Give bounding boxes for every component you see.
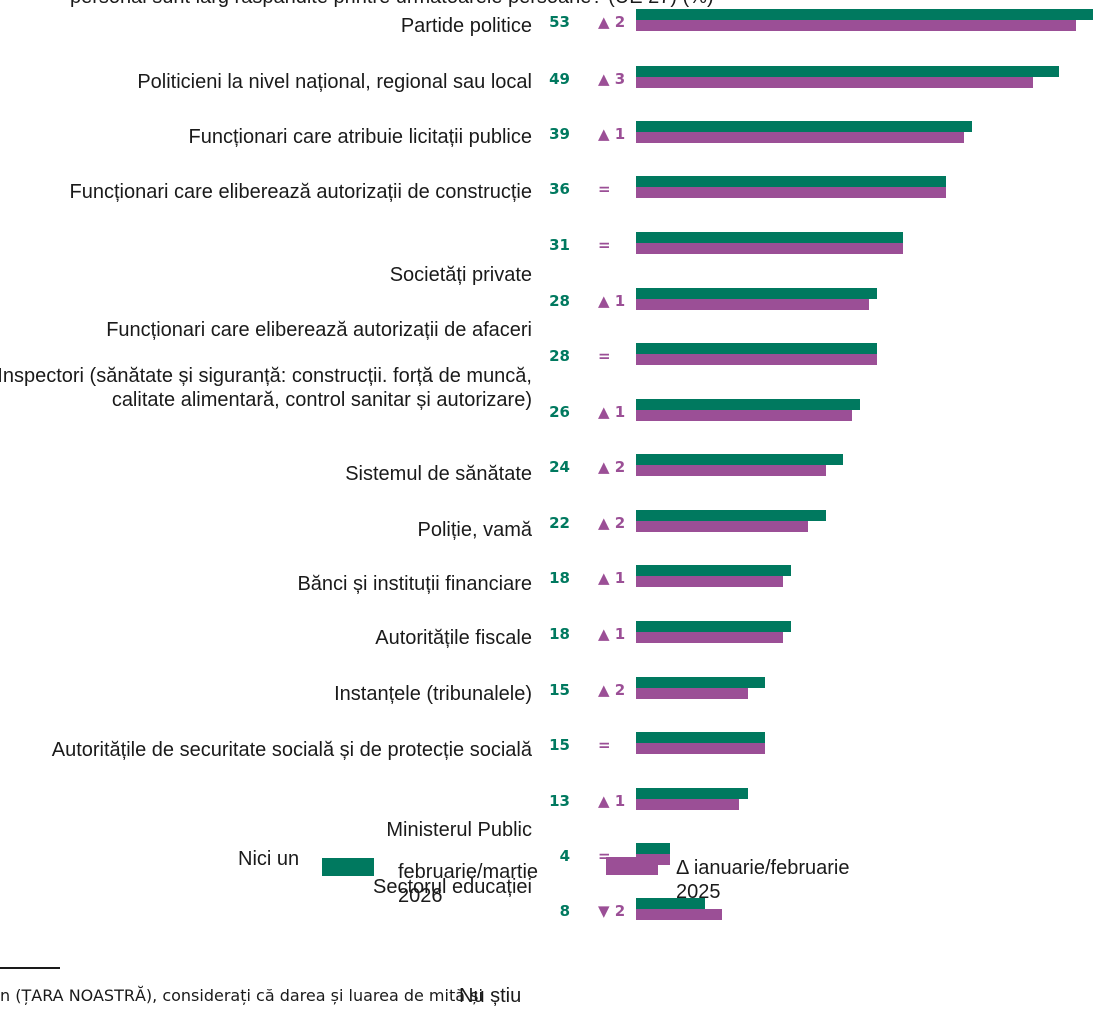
delta-label-2: ▲ 1 (598, 125, 626, 143)
legend-label-2026: februarie/martie 2026 (398, 861, 539, 907)
delta-label-0: ▲ 2 (598, 13, 626, 31)
category-label-11: Instanțele (tribunalele) (334, 683, 532, 705)
legend-swatch-2026 (322, 858, 374, 876)
bar-2026-1 (636, 66, 1059, 77)
delta-label-1: ▲ 3 (598, 70, 626, 88)
bar-2026-10 (636, 565, 792, 576)
bar-2025-1 (636, 77, 1033, 88)
bar-2026-15 (636, 843, 671, 854)
bar-2025-2 (636, 132, 964, 143)
delta-label-9: ▲ 2 (598, 514, 626, 532)
delta-label-16: ▼ 2 (598, 902, 626, 920)
value-label-15: 4 (559, 847, 570, 865)
value-label-6: 28 (549, 347, 570, 365)
value-label-8: 24 (549, 458, 570, 476)
value-label-3: 36 (549, 180, 570, 198)
value-label-12: 15 (549, 681, 570, 699)
bar-2026-13 (636, 732, 766, 743)
value-label-16: 8 (559, 902, 570, 920)
category-label-10: Autoritățile fiscale (375, 627, 532, 649)
bar-2026-7 (636, 399, 861, 410)
category-label-3: Funcționari care eliberează autorizații … (69, 181, 532, 203)
bar-2026-2 (636, 121, 973, 132)
value-label-2: 39 (549, 125, 570, 143)
category-label-4: Societăți private (389, 264, 532, 286)
bar-2026-0 (636, 9, 1093, 20)
category-label-1: Politicieni la nivel național, regional … (137, 71, 532, 93)
delta-label-12: ▲ 2 (598, 681, 626, 699)
category-label-2: Funcționari care atribuie licitații publ… (188, 126, 533, 148)
bar-2025-4 (636, 243, 904, 254)
category-label-5: Funcționari care eliberează autorizații … (106, 319, 532, 341)
delta-label-7: ▲ 1 (598, 403, 626, 421)
bar-2026-5 (636, 288, 878, 299)
legend-extra-none: Nici un (238, 848, 300, 870)
bar-2025-16 (636, 909, 723, 920)
bar-2026-6 (636, 343, 878, 354)
bar-2026-11 (636, 621, 792, 632)
bar-2025-13 (636, 743, 766, 754)
value-label-5: 28 (549, 292, 570, 310)
delta-label-10: ▲ 1 (598, 569, 626, 587)
category-label-13: Ministerul Public (386, 819, 532, 841)
chart-title: personal sunt larg răspândite printre ur… (70, 0, 1070, 9)
delta-label-8: ▲ 2 (598, 458, 626, 476)
delta-label-11: ▲ 1 (598, 625, 626, 643)
bar-2025-9 (636, 521, 809, 532)
value-label-9: 22 (549, 514, 570, 532)
category-label-9: Bănci și instituții financiare (297, 573, 532, 595)
legend-swatch-2025 (606, 857, 658, 875)
category-label-6: Inspectori (sănătate și siguranță: const… (0, 365, 532, 411)
value-label-10: 18 (549, 569, 570, 587)
delta-label-14: ▲ 1 (598, 792, 626, 810)
bar-2026-16 (636, 898, 705, 909)
footnote-rule (0, 967, 60, 969)
value-label-1: 49 (549, 70, 570, 88)
delta-label-6: = (598, 347, 611, 365)
bar-2026-3 (636, 176, 947, 187)
delta-label-4: = (598, 236, 611, 254)
bar-2026-4 (636, 232, 904, 243)
bar-2025-5 (636, 299, 869, 310)
value-label-11: 18 (549, 625, 570, 643)
bar-2025-12 (636, 688, 749, 699)
value-label-4: 31 (549, 236, 570, 254)
bar-2026-9 (636, 510, 826, 521)
legend-extra-dont-know: Nu știu (459, 985, 522, 1007)
delta-label-3: = (598, 180, 611, 198)
bar-2025-8 (636, 465, 826, 476)
bar-2025-7 (636, 410, 852, 421)
category-label-0: Partide politice (400, 15, 532, 37)
category-label-7: Sistemul de sănătate (345, 463, 532, 485)
bar-2026-8 (636, 454, 843, 465)
footnote-text: n (ȚARA NOASTRĂ), considerați că darea ș… (0, 986, 483, 1005)
category-label-14: Sectorul educației (373, 876, 532, 898)
category-label-12: Autoritățile de securitate socială și de… (51, 739, 532, 761)
bar-2026-14 (636, 788, 749, 799)
bar-2025-11 (636, 632, 783, 643)
legend-label-2025: Δ ianuarie/februarie 2025 (676, 857, 850, 903)
bar-2025-0 (636, 20, 1076, 31)
delta-label-13: = (598, 736, 611, 754)
bar-2025-10 (636, 576, 783, 587)
value-label-0: 53 (549, 13, 570, 31)
bar-2026-12 (636, 677, 766, 688)
value-label-7: 26 (549, 403, 570, 421)
category-label-8: Poliție, vamă (417, 519, 533, 541)
bar-2025-14 (636, 799, 740, 810)
bar-2025-3 (636, 187, 947, 198)
value-label-13: 15 (549, 736, 570, 754)
bar-2025-6 (636, 354, 878, 365)
delta-label-5: ▲ 1 (598, 292, 626, 310)
value-label-14: 13 (549, 792, 570, 810)
